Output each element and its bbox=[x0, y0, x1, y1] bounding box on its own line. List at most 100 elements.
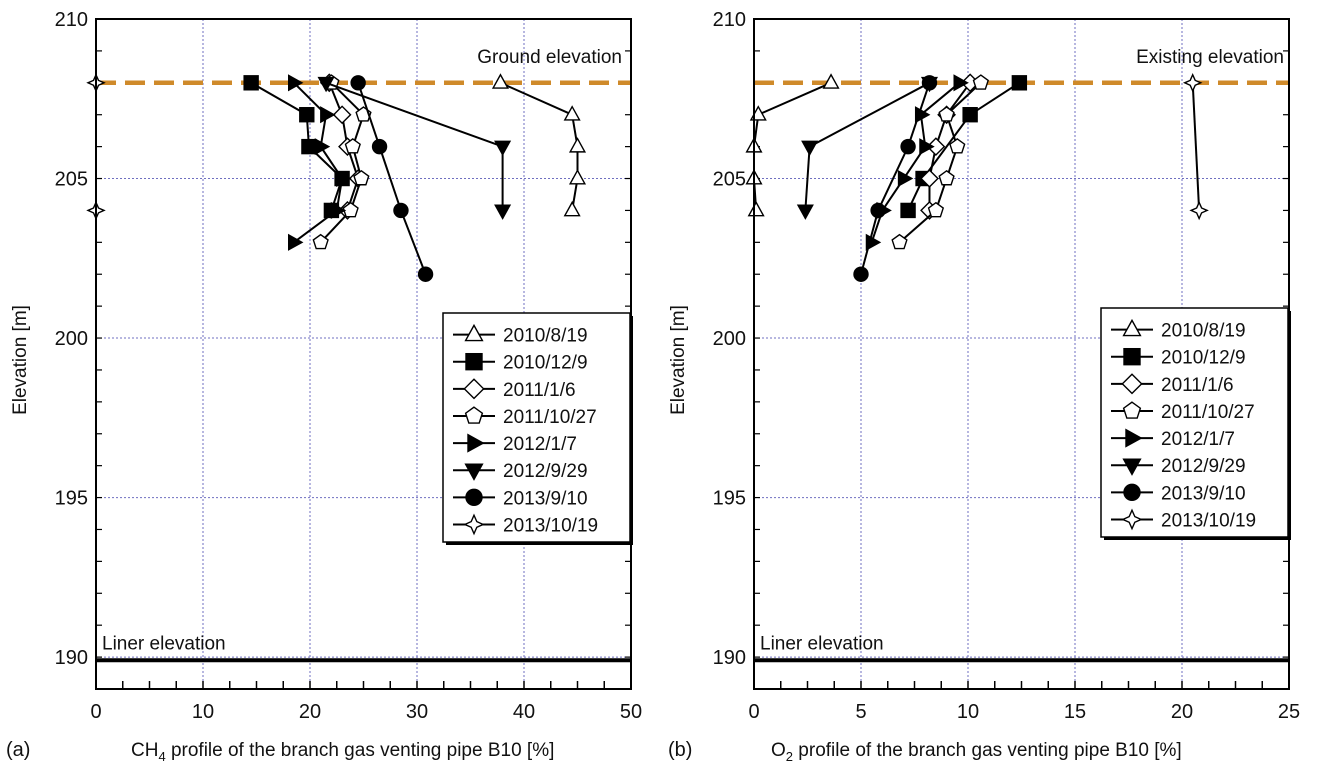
legend-label: 2012/9/29 bbox=[1161, 456, 1246, 477]
legend-label: 2012/9/29 bbox=[503, 461, 588, 482]
data-point bbox=[563, 105, 581, 121]
data-point bbox=[288, 233, 304, 251]
data-point bbox=[568, 137, 587, 153]
legend-label: 2010/12/9 bbox=[1161, 348, 1246, 369]
x-axis-label-rest: profile of the branch gas venting pipe B… bbox=[793, 740, 1182, 761]
series-line bbox=[898, 82, 982, 244]
data-point bbox=[494, 140, 512, 157]
data-point bbox=[747, 200, 765, 217]
legend-label: 2011/10/27 bbox=[1161, 402, 1255, 423]
data-point bbox=[568, 169, 587, 185]
liner-elevation-label: Liner elevation bbox=[102, 633, 226, 654]
y-tick-label: 190 bbox=[55, 647, 88, 669]
series-line bbox=[860, 82, 931, 275]
series-line bbox=[293, 82, 344, 244]
data-point bbox=[921, 75, 938, 91]
legend-marker bbox=[1123, 483, 1141, 502]
chart-panel-b: Existing elevation Liner elevation 0 5 10 15 2… bbox=[668, 9, 1300, 764]
legend-label: 2010/8/19 bbox=[1161, 321, 1246, 342]
legend-label: 2010/8/19 bbox=[503, 326, 588, 347]
legend-label: 2012/1/7 bbox=[503, 434, 577, 455]
legend-label: 2012/1/7 bbox=[1161, 429, 1235, 450]
legend-marker bbox=[464, 323, 484, 342]
y-tick-label: 205 bbox=[713, 169, 746, 191]
legend-marker bbox=[1122, 318, 1142, 337]
data-point bbox=[314, 138, 331, 156]
legend-marker bbox=[465, 488, 483, 507]
x-tick-label: 25 bbox=[1278, 701, 1300, 723]
x-tick-label: 15 bbox=[1064, 701, 1086, 723]
data-point bbox=[393, 202, 409, 219]
data-point bbox=[919, 138, 935, 156]
data-point bbox=[1189, 200, 1209, 221]
legend-label: 2013/10/19 bbox=[503, 515, 598, 536]
legend-marker bbox=[467, 433, 485, 453]
y-tick-label: 200 bbox=[55, 328, 88, 350]
data-point bbox=[417, 266, 434, 282]
legend-marker bbox=[463, 378, 485, 400]
data-point bbox=[900, 138, 916, 155]
series-line bbox=[500, 81, 579, 211]
y-tick-label: 200 bbox=[713, 328, 746, 350]
x-axis-label-subscript: 2 bbox=[786, 749, 793, 764]
x-tick-label: 0 bbox=[90, 701, 101, 723]
legend-marker bbox=[1121, 508, 1143, 531]
data-point bbox=[320, 106, 336, 124]
data-point bbox=[332, 105, 352, 125]
y-tick-label: 210 bbox=[55, 9, 88, 31]
data-point bbox=[938, 106, 955, 122]
data-point bbox=[491, 73, 509, 89]
data-point bbox=[371, 138, 388, 155]
legend-marker bbox=[1122, 458, 1142, 476]
data-point bbox=[312, 233, 329, 250]
legend-label: 2013/9/10 bbox=[1161, 483, 1246, 504]
data-point bbox=[1011, 75, 1028, 91]
legend-label: 2011/1/6 bbox=[503, 380, 576, 401]
series-group bbox=[86, 73, 587, 282]
x-tick-label: 10 bbox=[957, 701, 979, 723]
data-point bbox=[949, 138, 966, 154]
chart-panel-a: Ground elevation Liner elevation 0 10 20 30 40… bbox=[6, 9, 642, 764]
x-axis-label-prefix: CH bbox=[131, 740, 158, 761]
data-point bbox=[301, 138, 317, 155]
data-point bbox=[801, 140, 819, 157]
legend-marker bbox=[1123, 347, 1141, 366]
y-tick-label: 195 bbox=[55, 488, 88, 510]
data-point bbox=[897, 169, 914, 188]
legend-marker bbox=[465, 352, 483, 371]
x-tick-label: 30 bbox=[406, 701, 428, 723]
data-point bbox=[353, 169, 370, 186]
panel-label: (a) bbox=[6, 739, 30, 761]
data-point bbox=[796, 204, 814, 220]
data-point bbox=[243, 75, 259, 91]
data-point bbox=[953, 74, 969, 92]
data-point bbox=[1182, 73, 1203, 93]
data-point bbox=[563, 200, 581, 217]
series-line bbox=[907, 81, 1020, 211]
x-axis-label: CH4 profile of the branch gas venting pi… bbox=[131, 740, 554, 764]
data-point bbox=[962, 107, 978, 123]
x-tick-label: 0 bbox=[748, 701, 759, 723]
data-point bbox=[317, 76, 335, 93]
data-point bbox=[972, 74, 989, 90]
reference-elevation-label: Ground elevation bbox=[477, 47, 622, 68]
x-axis-label: O2 profile of the branch gas venting pip… bbox=[771, 740, 1182, 764]
data-point bbox=[920, 169, 939, 188]
x-axis-label-rest: profile of the branch gas venting pipe B… bbox=[166, 740, 555, 761]
panel-label: (b) bbox=[668, 739, 692, 761]
legend-marker bbox=[1122, 401, 1142, 419]
legend: 2010/8/19 2010/12/9 2011/1/6 2011/10/27 2012… bbox=[442, 312, 633, 545]
liner-elevation-label: Liner elevation bbox=[760, 633, 884, 654]
x-tick-label: 20 bbox=[1171, 701, 1193, 723]
y-axis-label: Elevation [m] bbox=[668, 305, 689, 415]
data-point bbox=[853, 266, 869, 282]
legend-label: 2011/10/27 bbox=[503, 407, 597, 428]
data-point bbox=[344, 138, 361, 154]
legend-marker bbox=[463, 513, 485, 536]
data-point bbox=[926, 137, 946, 157]
x-tick-label: 40 bbox=[513, 701, 535, 723]
data-point bbox=[342, 201, 359, 218]
data-point bbox=[299, 107, 315, 123]
data-point bbox=[336, 169, 352, 188]
